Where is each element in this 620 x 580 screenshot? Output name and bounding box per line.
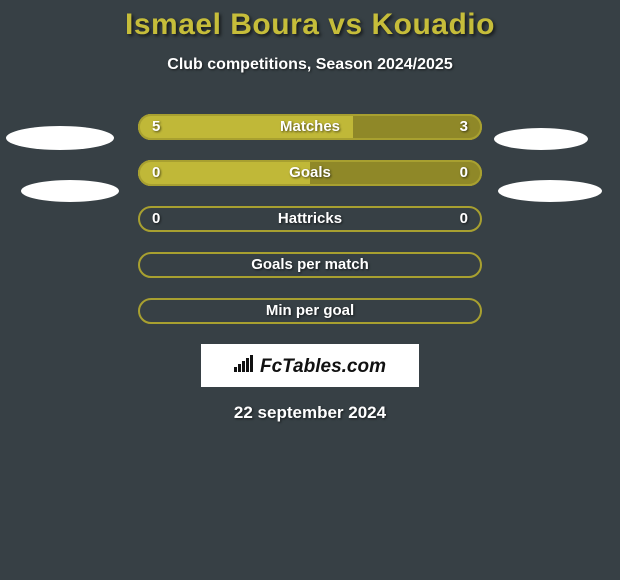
bar-left <box>138 114 353 140</box>
bar-right <box>310 160 482 186</box>
stat-value-left: 0 <box>152 206 160 232</box>
stat-label: Hattricks <box>138 206 482 232</box>
stats-chart: 53Matches00Goals00HattricksGoals per mat… <box>0 114 620 423</box>
page-title: Ismael Boura vs Kouadio <box>0 8 620 42</box>
stat-row: 53Matches <box>138 114 482 140</box>
logo-box: FcTables.com <box>201 344 419 387</box>
stat-value-left: 0 <box>152 160 160 186</box>
stat-value-left: 5 <box>152 114 160 140</box>
bar-left <box>138 160 310 186</box>
stat-row: 0 0Hattricks <box>138 206 482 232</box>
page-subtitle: Club competitions, Season 2024/2025 <box>0 56 620 74</box>
date-label: 22 september 2024 <box>0 403 620 423</box>
placeholder-ellipse <box>21 180 119 202</box>
logo-text: FcTables.com <box>260 356 386 378</box>
page-background: Ismael Boura vs Kouadio Club competition… <box>0 0 620 580</box>
placeholder-ellipse <box>494 128 588 150</box>
placeholder-ellipse <box>6 126 114 150</box>
stat-row: 00Goals <box>138 160 482 186</box>
stat-value-right: 0 <box>460 160 468 186</box>
placeholder-ellipse <box>498 180 602 202</box>
stat-label: Min per goal <box>138 298 482 324</box>
stat-row: Goals per match <box>138 252 482 278</box>
stat-row: Min per goal <box>138 298 482 324</box>
stat-value-right: 0 <box>460 206 468 232</box>
stat-label: Goals per match <box>138 252 482 278</box>
stat-value-right: 3 <box>460 114 468 140</box>
fctables-logo: FcTables.com <box>234 354 386 378</box>
bars-icon <box>234 354 256 372</box>
